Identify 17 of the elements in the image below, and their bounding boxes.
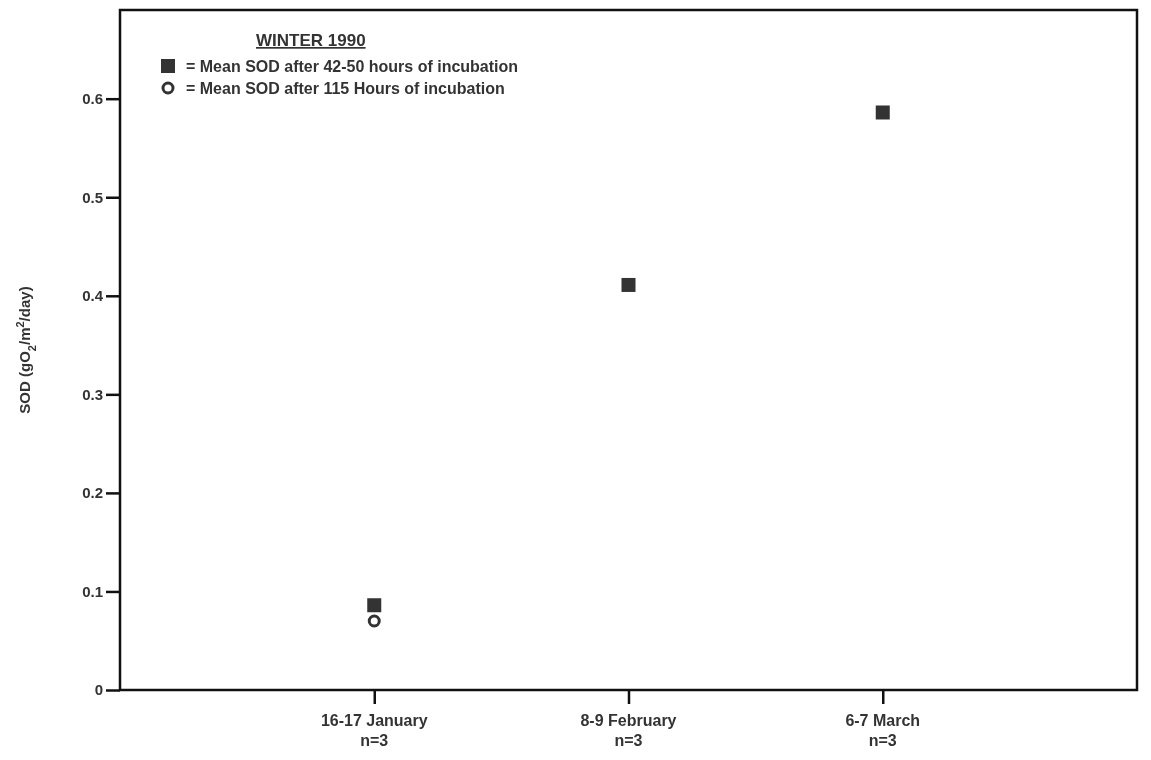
y-tick-label: 0.5 xyxy=(82,188,103,206)
x-tick-label: 16-17 January n=3 xyxy=(320,712,428,749)
y-tick-label: 0.4 xyxy=(82,287,104,305)
legend-label: = Mean SOD after 115 Hours of incubation xyxy=(186,79,505,97)
x-tick-label: 8-9 February n=3 xyxy=(580,712,677,749)
y-tick-label: 0.6 xyxy=(82,90,103,107)
y-tick-label: 0.3 xyxy=(82,385,103,403)
point xyxy=(367,598,382,613)
legend-title: WINTER 1990 xyxy=(256,31,366,50)
x-tick-label: 6-7 March n=3 xyxy=(845,712,921,749)
point xyxy=(621,277,636,292)
legend-label: = Mean SOD after 42-50 hours of incubation xyxy=(186,57,519,75)
y-tick-label: 0.2 xyxy=(82,484,103,502)
point xyxy=(875,105,890,120)
y-tick-label: 0 xyxy=(94,681,103,699)
y-tick-label: 0.1 xyxy=(82,582,103,600)
point xyxy=(367,614,381,628)
